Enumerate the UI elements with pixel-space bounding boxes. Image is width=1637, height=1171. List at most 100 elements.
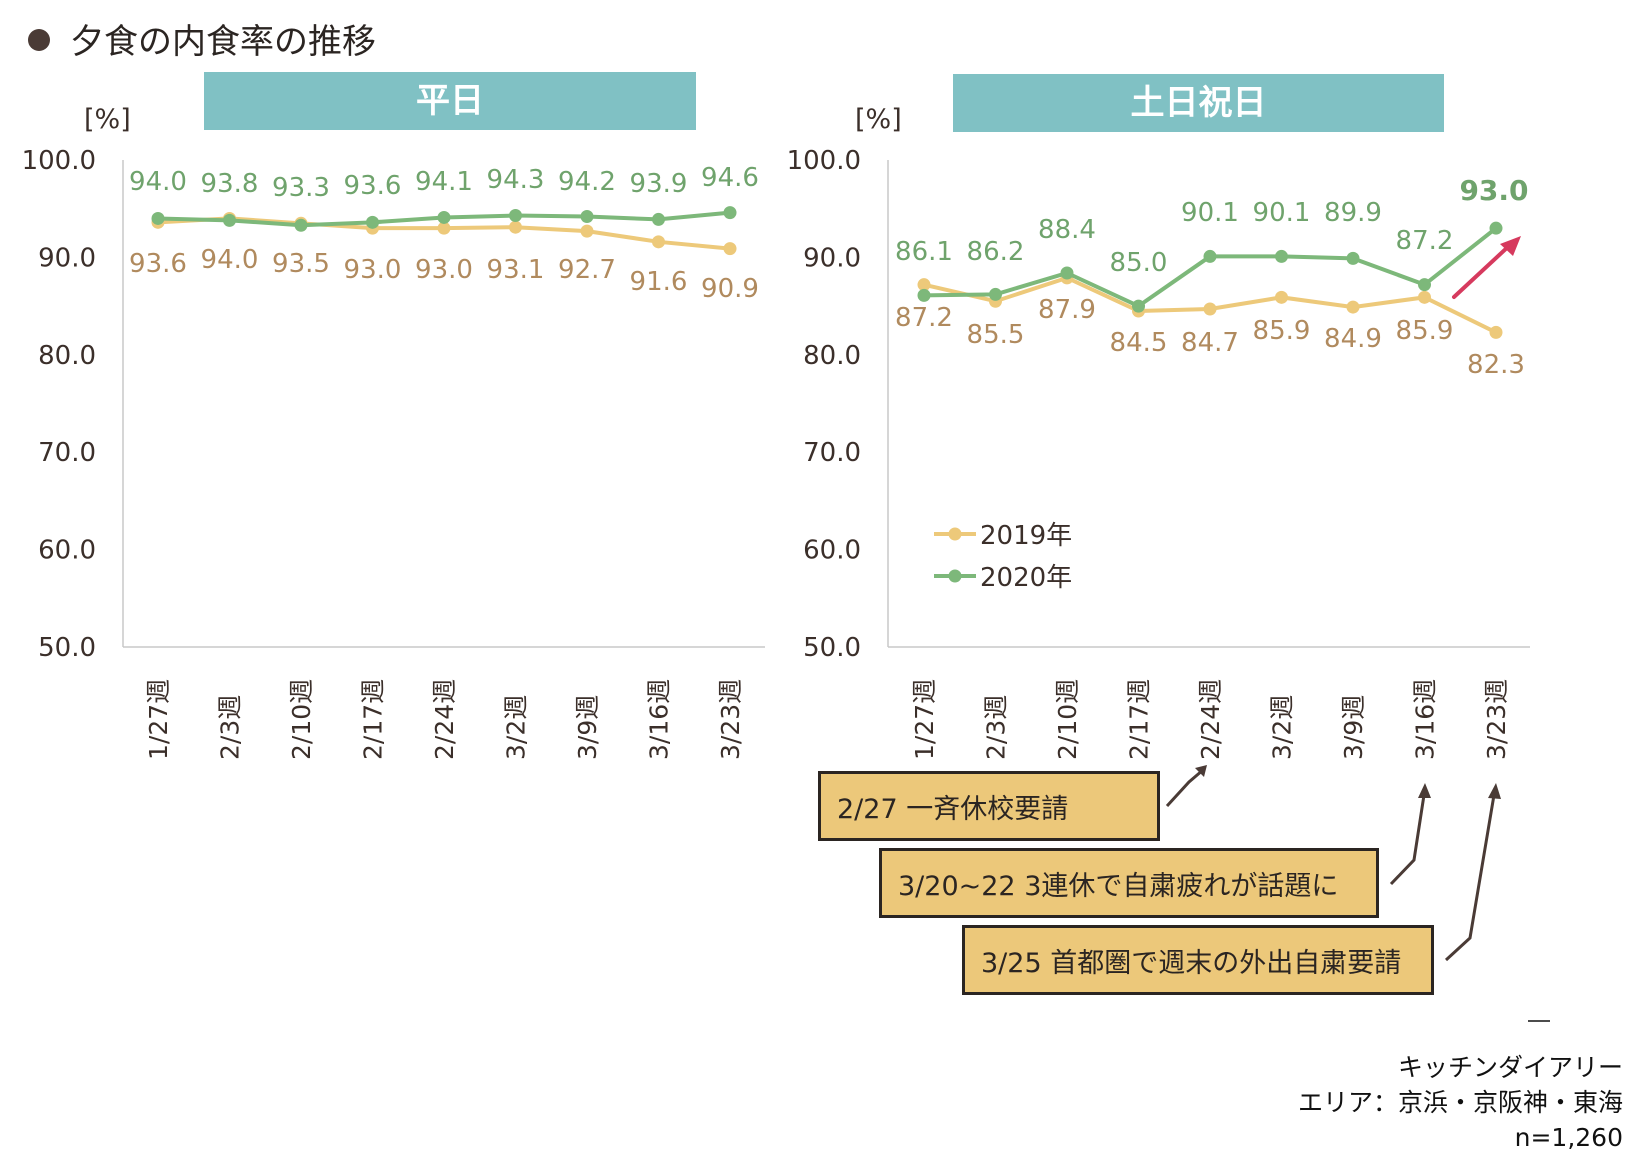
weekend-data-point <box>1418 278 1431 292</box>
annotation-text-three-day-weekend: 3/20~22 3連休で自粛疲れが話題に <box>898 870 1339 902</box>
weekday-x-tick-label: 2/24週 <box>430 679 459 760</box>
weekday-data-point <box>509 209 522 223</box>
legend-marker-2019年 <box>948 527 962 541</box>
weekday-data-label: 93.9 <box>630 169 688 199</box>
legend-label-2019年: 2019年 <box>980 521 1072 551</box>
weekend-data-point <box>1203 302 1217 316</box>
weekend-data-point <box>1275 249 1288 263</box>
weekend-data-point <box>1346 251 1360 265</box>
weekend-x-tick-label: 3/16週 <box>1411 679 1440 760</box>
weekend-x-tick-label: 2/3週 <box>982 695 1011 760</box>
source-line-sample: n=1,260 <box>1514 1123 1623 1152</box>
weekday-data-label: 94.0 <box>129 167 187 197</box>
weekend-data-label: 86.2 <box>967 237 1025 267</box>
weekday-data-label: 92.7 <box>558 255 616 285</box>
weekday-data-label: 93.8 <box>201 169 259 199</box>
page-title: 夕食の内食率の推移 <box>28 14 376 63</box>
weekend-data-point <box>1275 290 1288 304</box>
weekday-data-label: 93.0 <box>344 255 402 285</box>
weekend-x-tick-label: 3/23週 <box>1482 679 1511 760</box>
weekday-data-point <box>151 211 165 225</box>
weekday-data-label: 90.9 <box>701 274 759 304</box>
annotation-arrow-weekend-stay-home <box>1444 794 1496 962</box>
weekend-data-label: 93.0 <box>1459 174 1528 207</box>
weekend-data-label: 87.2 <box>1396 226 1454 256</box>
weekday-data-point <box>723 242 737 256</box>
weekend-data-point <box>1418 290 1431 304</box>
weekday-x-tick-label: 2/3週 <box>216 695 245 760</box>
weekend-y-tick-label: 80.0 <box>803 341 861 371</box>
weekend-data-label: 88.4 <box>1038 215 1096 245</box>
weekend-y-tick-label: 100.0 <box>787 146 861 176</box>
weekend-data-point <box>1203 249 1217 263</box>
weekday-y-tick-label: 60.0 <box>38 536 96 566</box>
annotation-arrowhead-three-day-weekend-icon <box>1418 783 1431 798</box>
weekday-data-label: 93.1 <box>487 255 545 285</box>
weekday-data-point <box>294 218 308 232</box>
weekend-data-label: 85.5 <box>967 320 1025 350</box>
page-title-text: 夕食の内食率の推移 <box>70 22 376 62</box>
weekend-data-label: 82.3 <box>1467 350 1525 380</box>
weekday-data-label: 94.1 <box>415 167 473 197</box>
weekend-data-label: 90.1 <box>1181 198 1239 228</box>
weekend-data-label: 85.0 <box>1110 248 1168 278</box>
weekday-x-tick-label: 1/27週 <box>144 679 173 760</box>
weekday-data-point <box>366 215 379 229</box>
weekday-data-label: 91.6 <box>630 267 688 297</box>
weekday-data-point <box>723 206 737 220</box>
weekend-y-unit: [%] <box>855 104 902 135</box>
weekday-y-tick-label: 80.0 <box>38 341 96 371</box>
weekday-data-label: 93.6 <box>344 171 402 201</box>
weekday-data-label: 94.3 <box>487 165 545 195</box>
source-line-area: エリア：京浜・京阪神・東海 <box>1297 1088 1623 1117</box>
weekend-data-label: 84.7 <box>1181 328 1239 358</box>
weekday-y-tick-label: 100.0 <box>22 146 96 176</box>
weekend-y-tick-label: 70.0 <box>803 438 861 468</box>
weekday-x-tick-label: 2/10週 <box>287 679 316 760</box>
weekend-data-label: 87.2 <box>895 303 953 333</box>
weekday-data-point <box>509 220 522 234</box>
weekend-data-label: 85.9 <box>1253 316 1311 346</box>
weekend-data-label: 85.9 <box>1396 316 1454 346</box>
annotation-box-school-closure: 2/27 一斉休校要請 <box>818 771 1160 841</box>
weekday-x-tick-label: 3/23週 <box>716 679 745 760</box>
weekend-x-tick-label: 2/10週 <box>1053 679 1082 760</box>
weekday-data-point <box>437 221 451 235</box>
weekday-x-tick-label: 3/16週 <box>645 679 674 760</box>
weekday-x-tick-label: 3/2週 <box>502 695 531 760</box>
weekend-data-point <box>917 288 931 302</box>
weekend-data-label: 89.9 <box>1324 198 1382 228</box>
legend-label-2020年: 2020年 <box>980 563 1072 593</box>
weekday-data-label: 94.2 <box>558 167 616 197</box>
annotation-arrowhead-weekend-stay-home-icon <box>1488 783 1501 799</box>
weekend-y-tick-label: 60.0 <box>803 536 861 566</box>
weekend-x-tick-label: 3/9週 <box>1339 695 1368 760</box>
source-note: キッチンダイアリー エリア：京浜・京阪神・東海 n=1,260 <box>1298 1050 1623 1155</box>
weekend-data-label: 86.1 <box>895 237 953 267</box>
weekday-data-label: 94.0 <box>201 245 259 275</box>
weekend-data-point <box>917 278 931 292</box>
weekday-data-label: 93.3 <box>272 173 330 203</box>
weekend-y-tick-label: 90.0 <box>803 243 861 273</box>
weekend-panel-header: 土日祝日 <box>953 74 1444 132</box>
weekday-data-label: 93.6 <box>129 249 187 279</box>
weekend-y-tick-label: 50.0 <box>803 633 861 663</box>
weekend-data-point <box>1489 325 1503 339</box>
weekday-data-point <box>580 224 594 238</box>
trend-arrow-shaft <box>1452 243 1512 299</box>
legend-marker-2020年 <box>948 569 962 583</box>
weekday-data-point <box>223 213 236 227</box>
weekend-x-tick-label: 1/27週 <box>910 679 939 760</box>
weekend-x-tick-label: 2/17週 <box>1125 679 1154 760</box>
weekend-x-tick-label: 2/24週 <box>1196 679 1225 760</box>
weekday-data-label: 94.6 <box>701 163 759 193</box>
weekend-data-point <box>1346 300 1360 314</box>
trend-arrow-head-icon <box>1500 236 1521 256</box>
weekday-data-point <box>652 235 665 249</box>
weekday-panel-header: 平日 <box>204 72 696 130</box>
weekday-data-point <box>437 210 451 224</box>
annotation-text-school-closure: 2/27 一斉休校要請 <box>837 793 1069 825</box>
annotation-arrowhead-school-closure-icon <box>1195 765 1207 777</box>
weekend-x-tick-label: 3/2週 <box>1268 695 1297 760</box>
